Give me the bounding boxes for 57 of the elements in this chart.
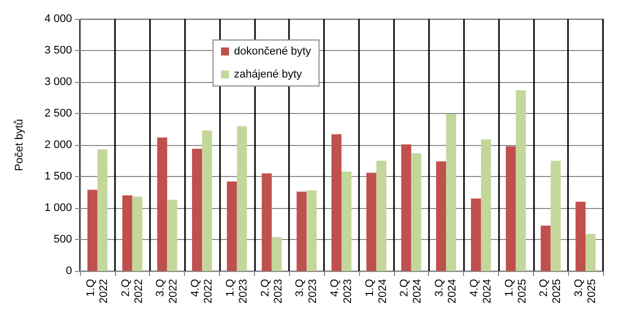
- bar: [122, 195, 132, 271]
- bar: [366, 172, 376, 271]
- x-tick-label: 4.Q 2023: [329, 278, 354, 304]
- bar: [540, 226, 551, 271]
- x-tick-label: 2.Q 2022: [120, 278, 145, 304]
- bar: [296, 192, 307, 271]
- bar: [376, 160, 386, 271]
- bar: [157, 137, 168, 271]
- y-tick-label: 500: [54, 234, 72, 246]
- x-tick-label: 4.Q 2022: [190, 278, 215, 304]
- bar: [446, 114, 456, 271]
- y-axis-title: Počet bytů: [14, 119, 26, 171]
- bar: [97, 149, 108, 271]
- y-tick-label: 4 000: [44, 13, 72, 25]
- y-tick-label: 2 000: [44, 139, 72, 151]
- y-tick-label: 0: [66, 265, 72, 277]
- y-tick-label: 1 500: [44, 170, 72, 182]
- x-tick-label: 3.Q 2025: [573, 278, 598, 304]
- bar: [192, 148, 202, 271]
- bar: [132, 196, 142, 271]
- bar: [550, 160, 561, 271]
- bar: [401, 144, 412, 271]
- y-tick-label: 3 500: [44, 44, 72, 56]
- bar: [411, 153, 422, 271]
- bar: [236, 126, 247, 271]
- legend-label: dokončené byty: [234, 46, 312, 58]
- x-tick-label: 4.Q 2024: [468, 278, 494, 304]
- x-tick-label: 1.Q 2025: [503, 278, 528, 304]
- bar: [470, 198, 481, 271]
- bar: [202, 130, 212, 271]
- x-tick-label: 2.Q 2023: [259, 278, 284, 304]
- x-tick-label: 3.Q 2022: [154, 278, 180, 304]
- x-tick-label: 1.Q 2022: [84, 278, 110, 304]
- bar: [87, 190, 98, 271]
- y-tick-label: 2 500: [44, 108, 72, 120]
- bar: [576, 202, 586, 271]
- bar: [436, 161, 446, 271]
- x-tick-label: 1.Q 2023: [224, 278, 250, 304]
- bar: [262, 173, 272, 271]
- bar: [306, 190, 317, 271]
- y-tick-label: 3 000: [44, 76, 72, 88]
- x-tick-label: 3.Q 2023: [294, 278, 320, 304]
- bar: [586, 234, 596, 271]
- x-tick-label: 2.Q 2025: [538, 278, 564, 304]
- bar: [167, 200, 178, 271]
- legend-label: zahájené byty: [234, 68, 302, 80]
- bar: [332, 134, 342, 271]
- bar: [342, 171, 352, 271]
- bar: [516, 90, 526, 271]
- bar: [506, 146, 516, 271]
- y-tick-label: 1 000: [44, 202, 72, 214]
- x-tick-label: 3.Q 2024: [434, 278, 459, 304]
- bar: [480, 139, 491, 271]
- bar: [226, 182, 237, 271]
- bar: [272, 236, 282, 271]
- x-tick-label: 2.Q 2024: [398, 278, 424, 304]
- x-tick-label: 1.Q 2024: [364, 278, 389, 304]
